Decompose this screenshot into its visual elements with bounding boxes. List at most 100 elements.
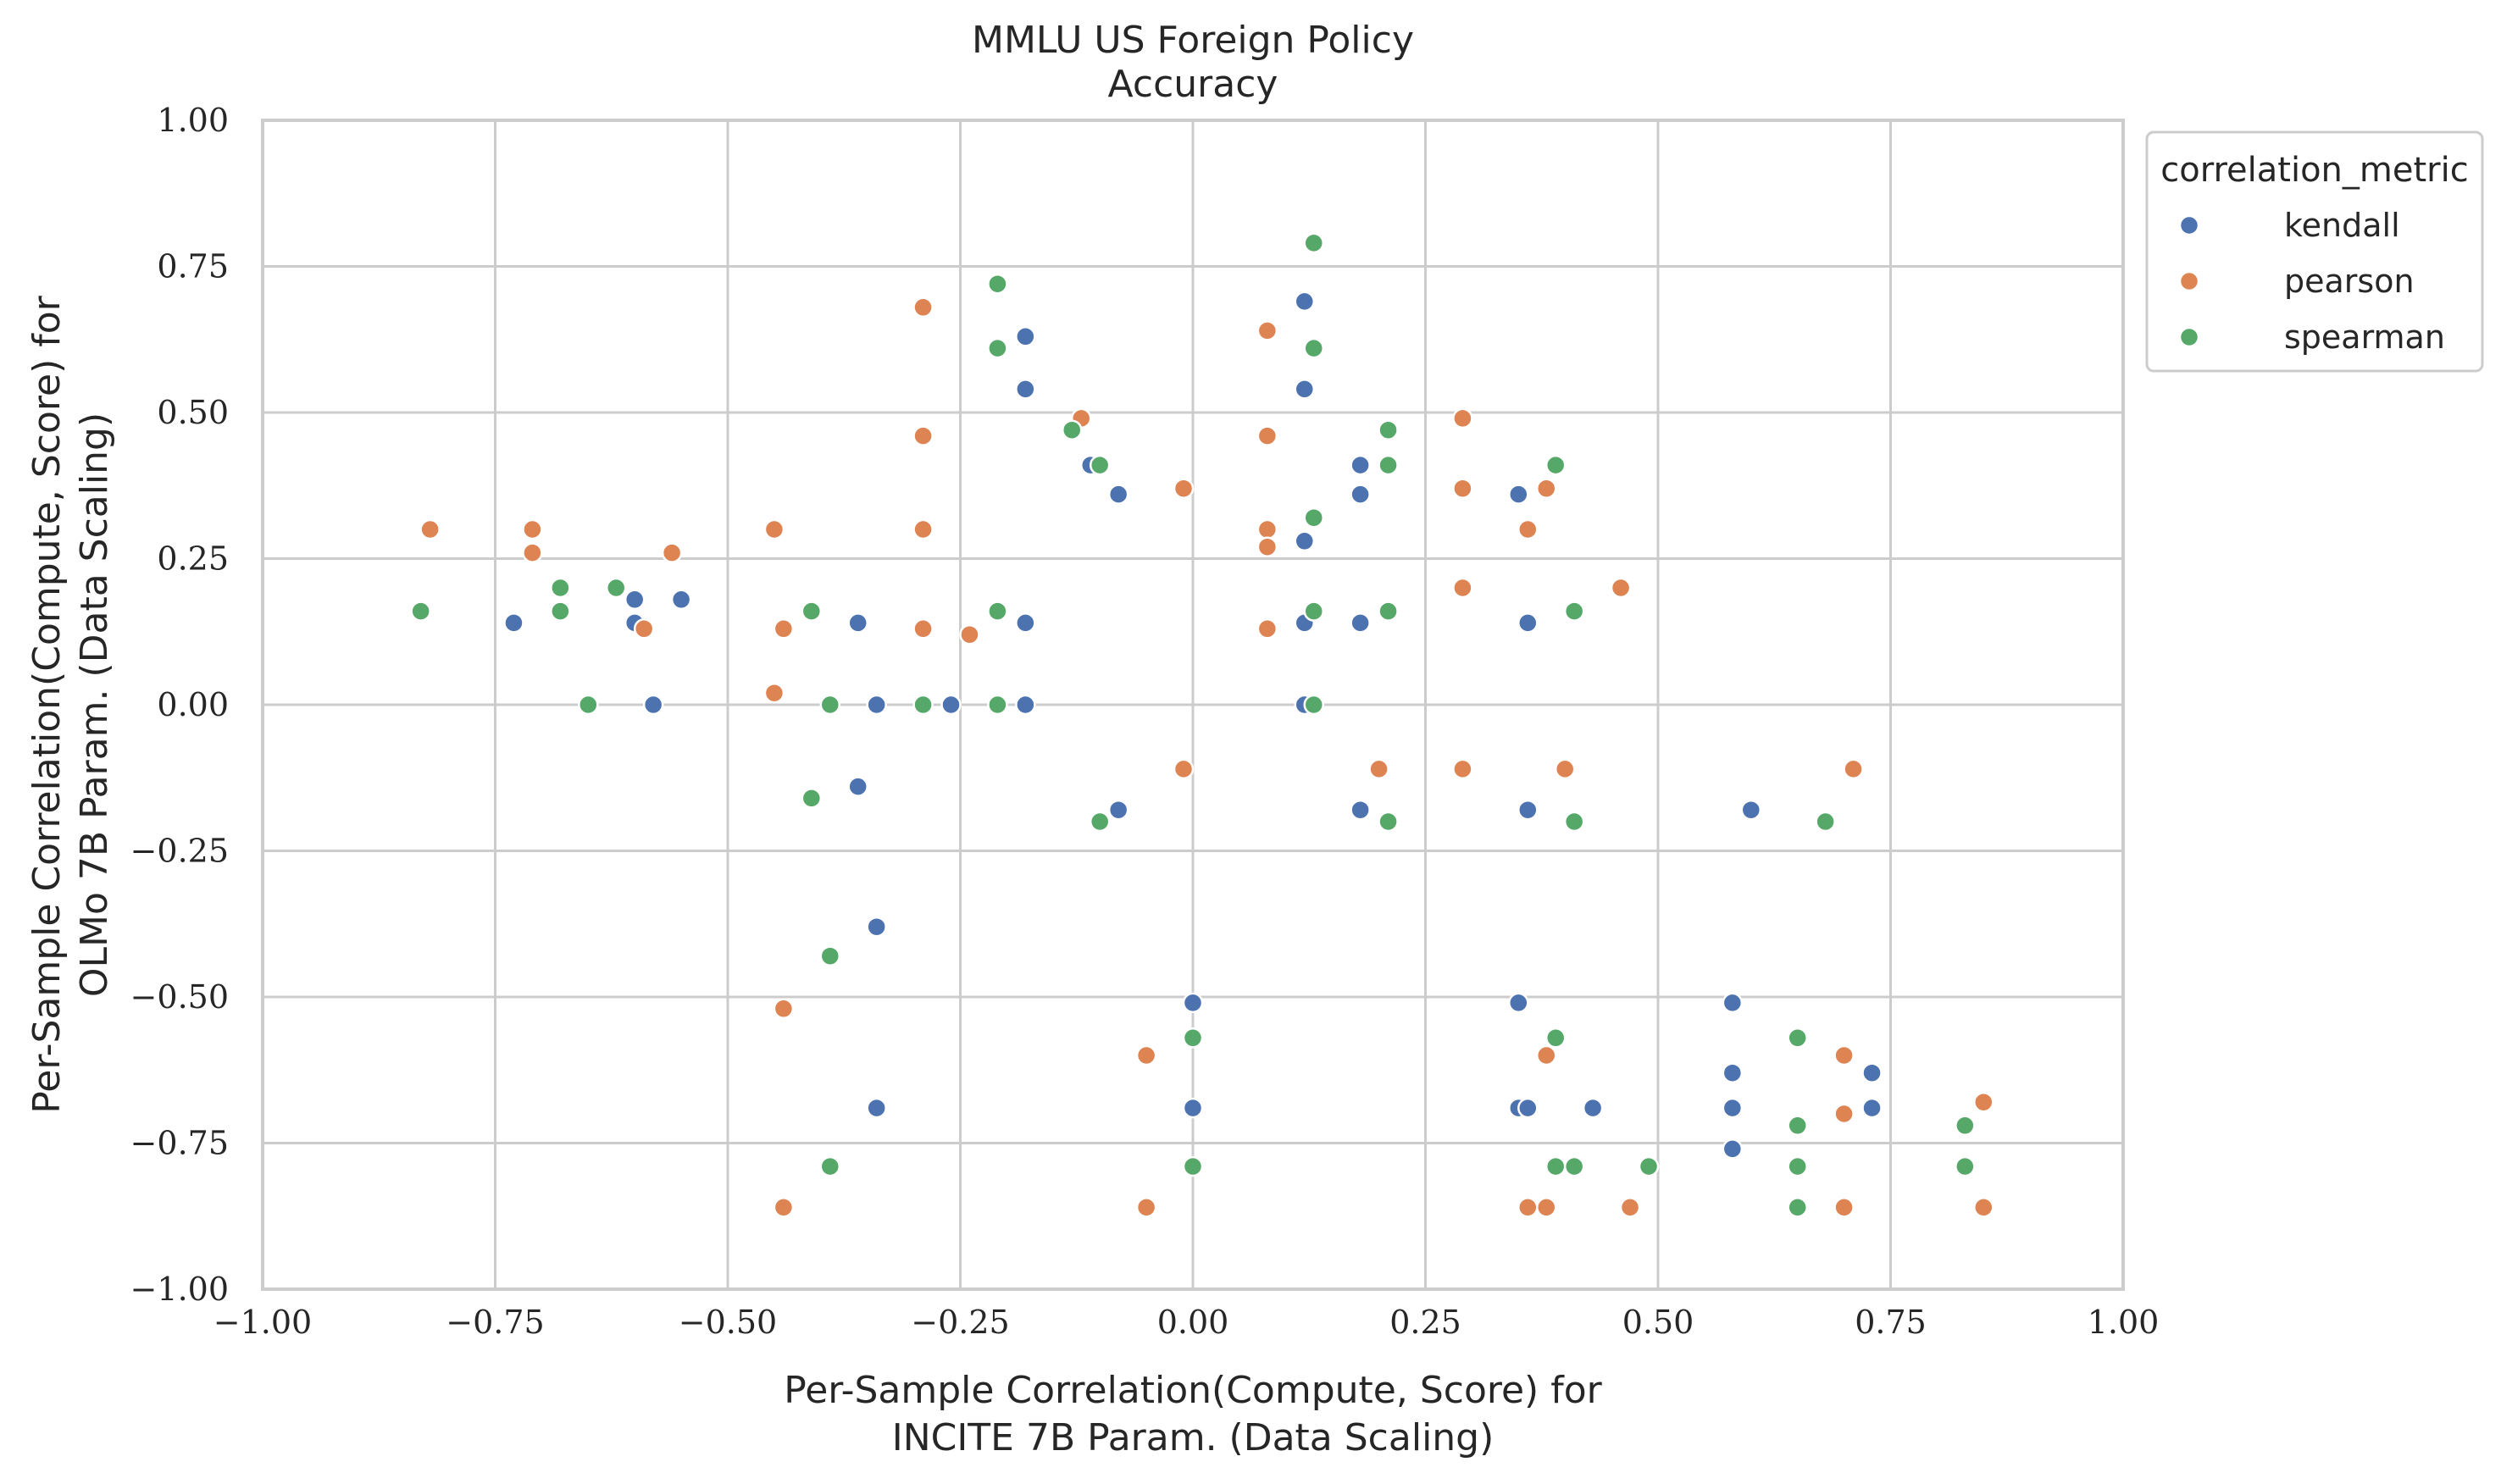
point-spearman: [1787, 1115, 1808, 1137]
y-axis-label-line2: OLMo 7B Param. (Data Scaling): [73, 413, 116, 997]
point-kendall: [1294, 530, 1316, 552]
x-tick-labels: −1.00 −0.75 −0.50 −0.25 0.00 0.25 0.50 0.75 1.00: [214, 1304, 2160, 1341]
y-tick-label: 1.00: [157, 102, 229, 139]
point-kendall: [670, 589, 692, 611]
point-spearman: [1787, 1155, 1808, 1177]
point-pearson: [912, 618, 934, 640]
point-spearman: [410, 601, 431, 622]
point-pearson: [1452, 577, 1473, 599]
point-spearman: [1815, 811, 1836, 833]
point-pearson: [1173, 478, 1195, 499]
point-spearman: [987, 273, 1008, 295]
point-pearson: [912, 518, 934, 540]
x-tick-label: 0.50: [1622, 1304, 1694, 1341]
point-kendall: [1350, 799, 1371, 821]
point-pearson: [773, 1197, 795, 1218]
point-kendall: [866, 916, 887, 938]
point-spearman: [801, 601, 823, 622]
point-pearson: [419, 518, 441, 540]
point-pearson: [1452, 407, 1473, 429]
legend-label-pearson: pearson: [2284, 263, 2415, 300]
y-tick-label: −0.75: [130, 1125, 229, 1162]
point-kendall: [1582, 1097, 1604, 1119]
legend-box: [2145, 130, 2484, 373]
point-pearson: [1517, 518, 1539, 540]
x-tick-label: 1.00: [2088, 1304, 2160, 1341]
legend-label-kendall: kendall: [2284, 207, 2400, 244]
point-pearson: [773, 618, 795, 640]
point-pearson: [661, 542, 683, 563]
point-spearman: [987, 601, 1008, 622]
point-pearson: [1368, 758, 1389, 780]
x-tick-label: −1.00: [214, 1304, 312, 1341]
point-spearman: [1303, 507, 1324, 529]
point-kendall: [1508, 484, 1529, 505]
legend-title: correlation_metric: [2160, 151, 2468, 190]
point-pearson: [912, 296, 934, 318]
point-spearman: [819, 1155, 841, 1177]
point-spearman: [1378, 454, 1399, 476]
x-axis-label-line2: INCITE 7B Param. (Data Scaling): [892, 1416, 1494, 1459]
point-kendall: [1015, 612, 1036, 634]
point-kendall: [642, 694, 664, 716]
data-points: [410, 232, 1994, 1218]
point-pearson: [1833, 1103, 1855, 1125]
point-spearman: [1563, 601, 1585, 622]
x-tick-label: 0.00: [1157, 1304, 1229, 1341]
point-spearman: [1955, 1155, 1976, 1177]
point-spearman: [605, 577, 627, 599]
point-kendall: [1015, 326, 1036, 347]
point-kendall: [1015, 379, 1036, 400]
legend-entries: kendall pearson spearman: [2178, 207, 2445, 356]
point-spearman: [1378, 601, 1399, 622]
point-spearman: [987, 694, 1008, 716]
point-kendall: [1517, 799, 1539, 821]
y-tick-labels: −1.00 −0.75 −0.50 −0.25 0.00 0.25 0.50 0.75 1.00: [130, 102, 229, 1308]
point-kendall: [1294, 379, 1316, 400]
point-pearson: [1517, 1197, 1539, 1218]
point-spearman: [912, 694, 934, 716]
point-kendall: [1182, 992, 1204, 1014]
point-pearson: [1535, 478, 1557, 499]
point-kendall: [847, 776, 868, 797]
point-kendall: [847, 612, 868, 634]
point-spearman: [550, 601, 571, 622]
point-pearson: [1452, 758, 1473, 780]
point-pearson: [1135, 1197, 1157, 1218]
point-spearman: [1089, 454, 1111, 476]
point-spearman: [1378, 811, 1399, 833]
point-spearman: [819, 945, 841, 966]
y-tick-label: 0.00: [157, 686, 229, 723]
point-kendall: [1350, 454, 1371, 476]
point-pearson: [763, 518, 785, 540]
x-tick-label: −0.75: [446, 1304, 544, 1341]
point-pearson: [1256, 425, 1278, 446]
point-kendall: [1722, 992, 1744, 1014]
point-kendall: [1508, 992, 1529, 1014]
point-kendall: [1107, 484, 1129, 505]
point-spearman: [578, 694, 599, 716]
plot-area-frame: [261, 119, 2125, 1291]
point-kendall: [940, 694, 962, 716]
y-tick-label: 0.50: [157, 394, 229, 431]
point-spearman: [1378, 419, 1399, 440]
point-spearman: [1544, 454, 1567, 476]
point-pearson: [1554, 758, 1576, 780]
point-kendall: [1740, 799, 1762, 821]
point-spearman: [1303, 694, 1324, 716]
y-tick-label: −0.25: [130, 833, 229, 870]
x-tick-label: −0.50: [679, 1304, 777, 1341]
x-tick-label: −0.25: [911, 1304, 1009, 1341]
point-pearson: [1256, 518, 1278, 540]
point-kendall: [1182, 1097, 1204, 1119]
point-kendall: [1861, 1097, 1883, 1119]
x-tick-label: 0.25: [1389, 1304, 1461, 1341]
point-pearson: [1256, 618, 1278, 640]
y-tick-label: 0.25: [157, 540, 229, 578]
point-pearson: [1535, 1197, 1557, 1218]
point-spearman: [1303, 337, 1324, 359]
point-spearman: [550, 577, 571, 599]
point-spearman: [1544, 1027, 1567, 1049]
legend-marker-pearson: [2178, 270, 2200, 292]
